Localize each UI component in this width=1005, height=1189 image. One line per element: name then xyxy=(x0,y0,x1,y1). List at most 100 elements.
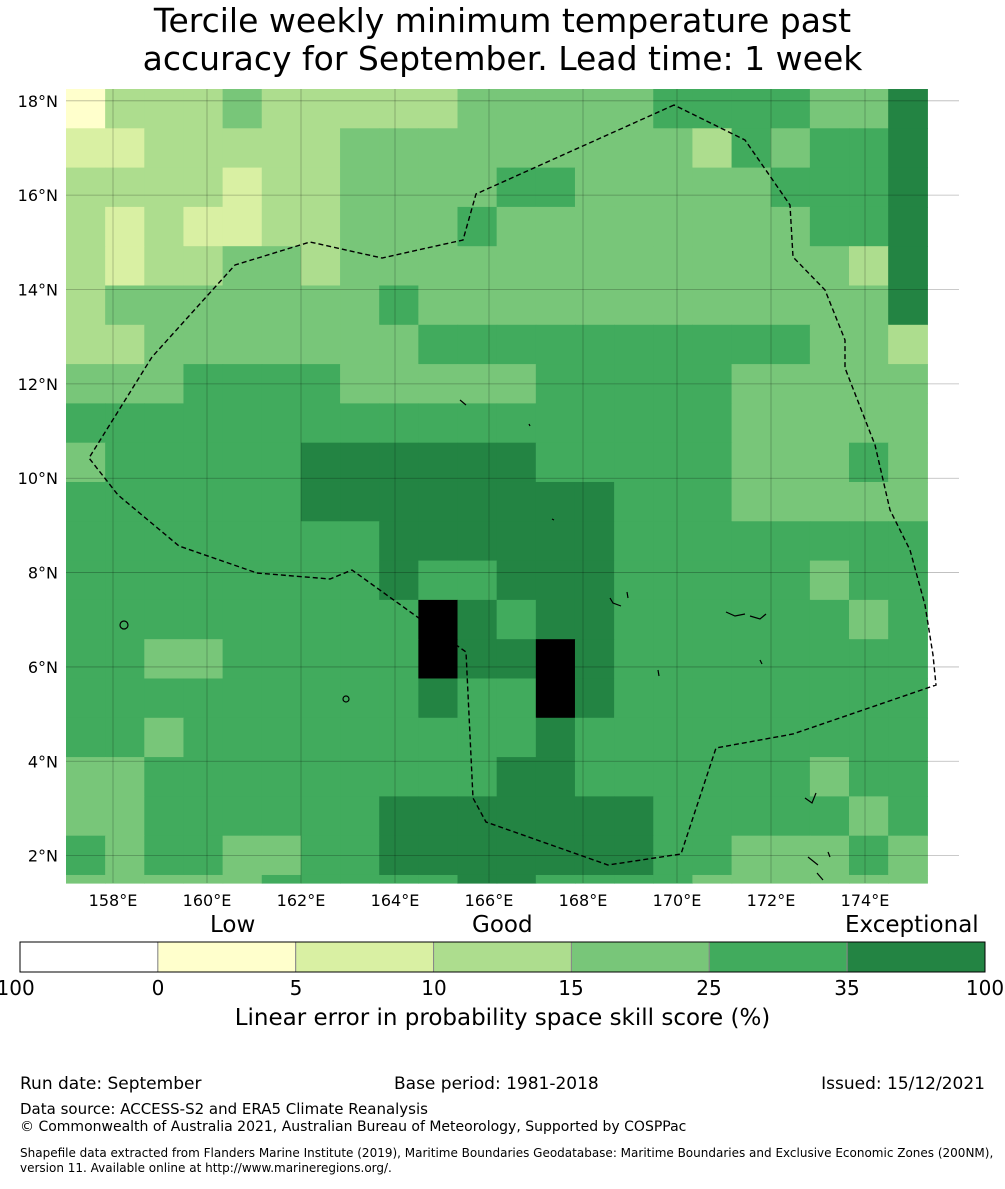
grid-cell xyxy=(496,639,537,680)
grid-cell xyxy=(66,285,106,326)
grid-cell xyxy=(809,285,850,326)
grid-cell xyxy=(183,599,224,640)
grid-cell xyxy=(418,757,459,797)
grid-cell xyxy=(379,835,419,876)
grid-cell xyxy=(535,364,576,404)
grid-cell xyxy=(144,442,185,483)
grid-cell xyxy=(770,835,811,876)
grid-cell xyxy=(692,481,733,522)
grid-cell xyxy=(222,246,263,287)
grid-cell xyxy=(144,128,185,169)
grid-cell xyxy=(340,757,380,797)
grid-cell xyxy=(144,796,185,837)
grid-cell xyxy=(457,521,498,562)
grid-cell xyxy=(574,442,615,483)
grid-cell xyxy=(731,599,772,640)
grid-cell xyxy=(105,678,145,719)
grid-cell xyxy=(300,206,341,247)
copyright: © Commonwealth of Australia 2021, Austra… xyxy=(20,1119,687,1135)
grid-cell xyxy=(418,521,459,562)
grid-cell xyxy=(496,717,537,758)
grid-cell xyxy=(340,560,380,601)
grid-cell xyxy=(261,481,302,522)
grid-cell xyxy=(261,639,302,680)
grid-cell xyxy=(574,521,615,562)
grid-cell xyxy=(496,599,537,640)
grid-cell xyxy=(770,128,811,169)
grid-cell xyxy=(849,678,889,719)
grid-cell xyxy=(222,717,263,758)
grid-cell xyxy=(574,206,615,247)
grid-cell xyxy=(105,874,145,884)
grid-cell xyxy=(457,835,498,876)
colorbar-tick: 15 xyxy=(558,976,584,1000)
colorbar-border xyxy=(19,941,986,973)
grid-cell xyxy=(770,481,811,522)
grid-cell xyxy=(731,324,772,365)
grid-cell xyxy=(888,167,928,208)
colorbar-tick: 0 xyxy=(151,976,165,1000)
grid-cell xyxy=(379,874,419,884)
grid-cell xyxy=(614,717,654,758)
grid-cell xyxy=(222,874,263,884)
lat-label: 4°N xyxy=(28,752,58,771)
grid-cell xyxy=(300,521,341,562)
lon-label: 170°E xyxy=(653,891,702,910)
grid-cell xyxy=(340,639,380,680)
grid-cell xyxy=(653,403,694,444)
grid-cell xyxy=(340,521,380,562)
grid-cell xyxy=(340,206,380,247)
skill-grid xyxy=(66,89,928,884)
grid-cell xyxy=(535,324,576,365)
grid-cell xyxy=(849,246,889,287)
grid-cell xyxy=(496,796,537,837)
island xyxy=(804,792,817,804)
grid-cell xyxy=(653,796,694,837)
grid-cell xyxy=(849,167,889,208)
grid-cell xyxy=(731,757,772,797)
grid-cell xyxy=(105,796,145,837)
grid-cell xyxy=(535,167,576,208)
colorbar-swatch xyxy=(19,941,159,973)
grid-cell xyxy=(535,89,576,129)
grid-cell xyxy=(574,403,615,444)
grid-cell xyxy=(770,639,811,680)
grid-cell xyxy=(418,128,459,169)
grid-cell xyxy=(614,206,654,247)
grid-cell xyxy=(144,403,185,444)
grid-cell xyxy=(496,167,537,208)
lat-label: 10°N xyxy=(18,469,58,488)
colorbar-swatch xyxy=(708,941,848,973)
grid-cell xyxy=(300,403,341,444)
grid-cell xyxy=(614,246,654,287)
grid-cell xyxy=(457,403,498,444)
grid-cell xyxy=(770,89,811,129)
grid-cell xyxy=(614,481,654,522)
grid-cell xyxy=(692,324,733,365)
grid-cell xyxy=(418,246,459,287)
grid-cell xyxy=(105,128,145,169)
grid-cell xyxy=(653,89,694,129)
grid-cell xyxy=(340,128,380,169)
colorbar-tick: 100 xyxy=(965,976,1005,1000)
grid-cell xyxy=(105,167,145,208)
grid-cell xyxy=(809,678,850,719)
grid-cell xyxy=(574,874,615,884)
grid-cell xyxy=(418,442,459,483)
grid-cell xyxy=(418,403,459,444)
grid-cell xyxy=(809,167,850,208)
grid-cell xyxy=(300,678,341,719)
colorbar-tick: -100 xyxy=(0,976,35,1000)
grid-cell xyxy=(692,678,733,719)
grid-cell xyxy=(183,717,224,758)
grid-cell xyxy=(379,167,419,208)
grid-cell xyxy=(614,128,654,169)
island xyxy=(609,591,629,607)
grid-cell xyxy=(144,874,185,884)
run-date: Run date: September xyxy=(20,1074,202,1094)
grid-cell xyxy=(692,521,733,562)
grid-cell xyxy=(340,364,380,404)
grid-cell xyxy=(105,639,145,680)
grid-cell xyxy=(888,639,928,680)
grid-cell xyxy=(183,206,224,247)
